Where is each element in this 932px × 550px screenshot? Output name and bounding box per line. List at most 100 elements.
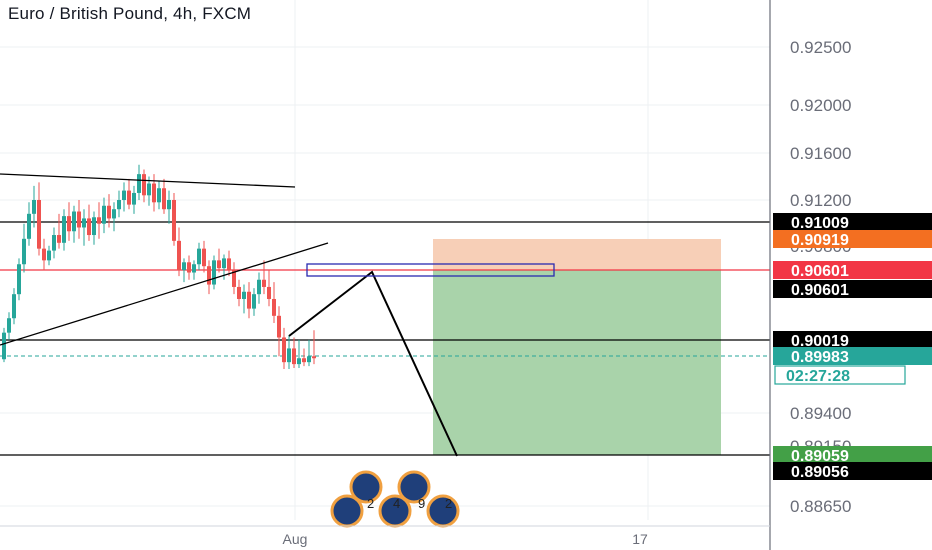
candle [232,262,236,295]
candle-body [267,286,271,299]
trend-line[interactable] [0,173,296,188]
flag-circle [349,470,383,504]
candle [227,250,231,277]
candle [27,202,31,246]
candle-body [162,188,166,210]
candle [117,190,121,218]
candle [57,213,61,249]
time-axis[interactable]: Aug 17 [0,525,770,547]
price-tick-label: 0.92000 [790,96,851,115]
flag-circle [426,494,460,528]
candle [262,260,266,295]
candle-body [297,358,301,365]
candle [302,348,306,367]
candle [22,223,26,273]
candle-body [182,262,186,271]
candle-body [152,183,156,203]
candle [37,182,41,256]
candle-body [77,211,81,228]
supply-zone-box[interactable] [306,263,555,277]
flag-circle [330,494,364,528]
candle-body [292,348,296,365]
candle-body [62,216,66,243]
candle-body [122,190,126,200]
candle-body [167,200,171,210]
candle [12,288,16,325]
candle [112,202,116,232]
candle [282,327,286,370]
candle-body [197,248,201,265]
candle-body [272,298,276,316]
logo-watermark: 2 4 9 2 [330,470,460,528]
candle [172,192,176,246]
candle [297,339,301,369]
candle-body [222,258,226,269]
price-tag-bg [774,365,906,385]
candle-body [227,258,231,271]
candle-body [312,356,316,359]
candle-body [87,218,91,236]
candle [102,197,106,234]
candle-body [127,190,131,205]
candles [2,164,316,370]
candle [127,178,131,210]
candle-body [172,200,176,241]
candle-body [107,205,111,219]
candle [122,182,126,212]
trend-line[interactable] [0,242,329,346]
price-tick-label: 0.89400 [790,404,851,423]
candle [92,211,96,245]
watermark-digit: 2 [367,496,374,511]
candle-body [92,217,96,236]
price-tick-label: 0.91600 [790,144,851,163]
candle [2,327,6,363]
price-tag: 0.90601 [773,261,932,280]
candle [107,194,111,228]
candle [207,260,211,295]
price-tag-bg [773,280,932,298]
candle-body [72,211,76,232]
price-tag-label: 0.91009 [791,215,849,232]
candle [167,190,171,224]
projection-path[interactable] [288,270,458,457]
candle-body [302,358,306,363]
candle [52,227,56,259]
grid-lines [0,0,770,520]
candle-body [112,209,116,219]
take-profit-zone [433,270,721,455]
candle-body [52,235,56,251]
time-tick-label: 17 [632,531,648,547]
price-tag: 0.89983 [773,347,932,366]
candle [287,335,291,370]
candle [252,288,256,316]
candle-body [12,294,16,319]
candle [17,258,21,301]
candle-body [132,192,136,205]
candle-body [177,240,181,271]
price-tag-label: 02:27:28 [786,368,850,385]
candle-body [257,279,261,295]
watermark-digit: 4 [393,496,400,511]
price-tag-label: 0.89059 [791,448,849,465]
candle [267,270,271,307]
candle-body [282,337,286,363]
drawing-tools[interactable] [0,173,555,457]
candle-body [232,270,236,287]
price-axis[interactable]: 0.92500 0.92000 0.91600 0.91200 0.89400 0.886… [769,0,932,550]
candle [197,242,201,271]
candle [307,339,311,367]
candle [47,245,51,266]
candle-body [102,205,106,224]
candle [132,185,136,214]
watermark-digit: 2 [445,496,452,511]
candle [67,202,71,241]
candle-body [147,183,151,196]
candle [137,164,141,200]
candle-body [277,315,281,338]
candle-body [82,218,86,228]
price-tag: 0.89056 [773,462,932,481]
candle [247,282,251,319]
candle [187,255,191,280]
candle-body [262,279,266,287]
